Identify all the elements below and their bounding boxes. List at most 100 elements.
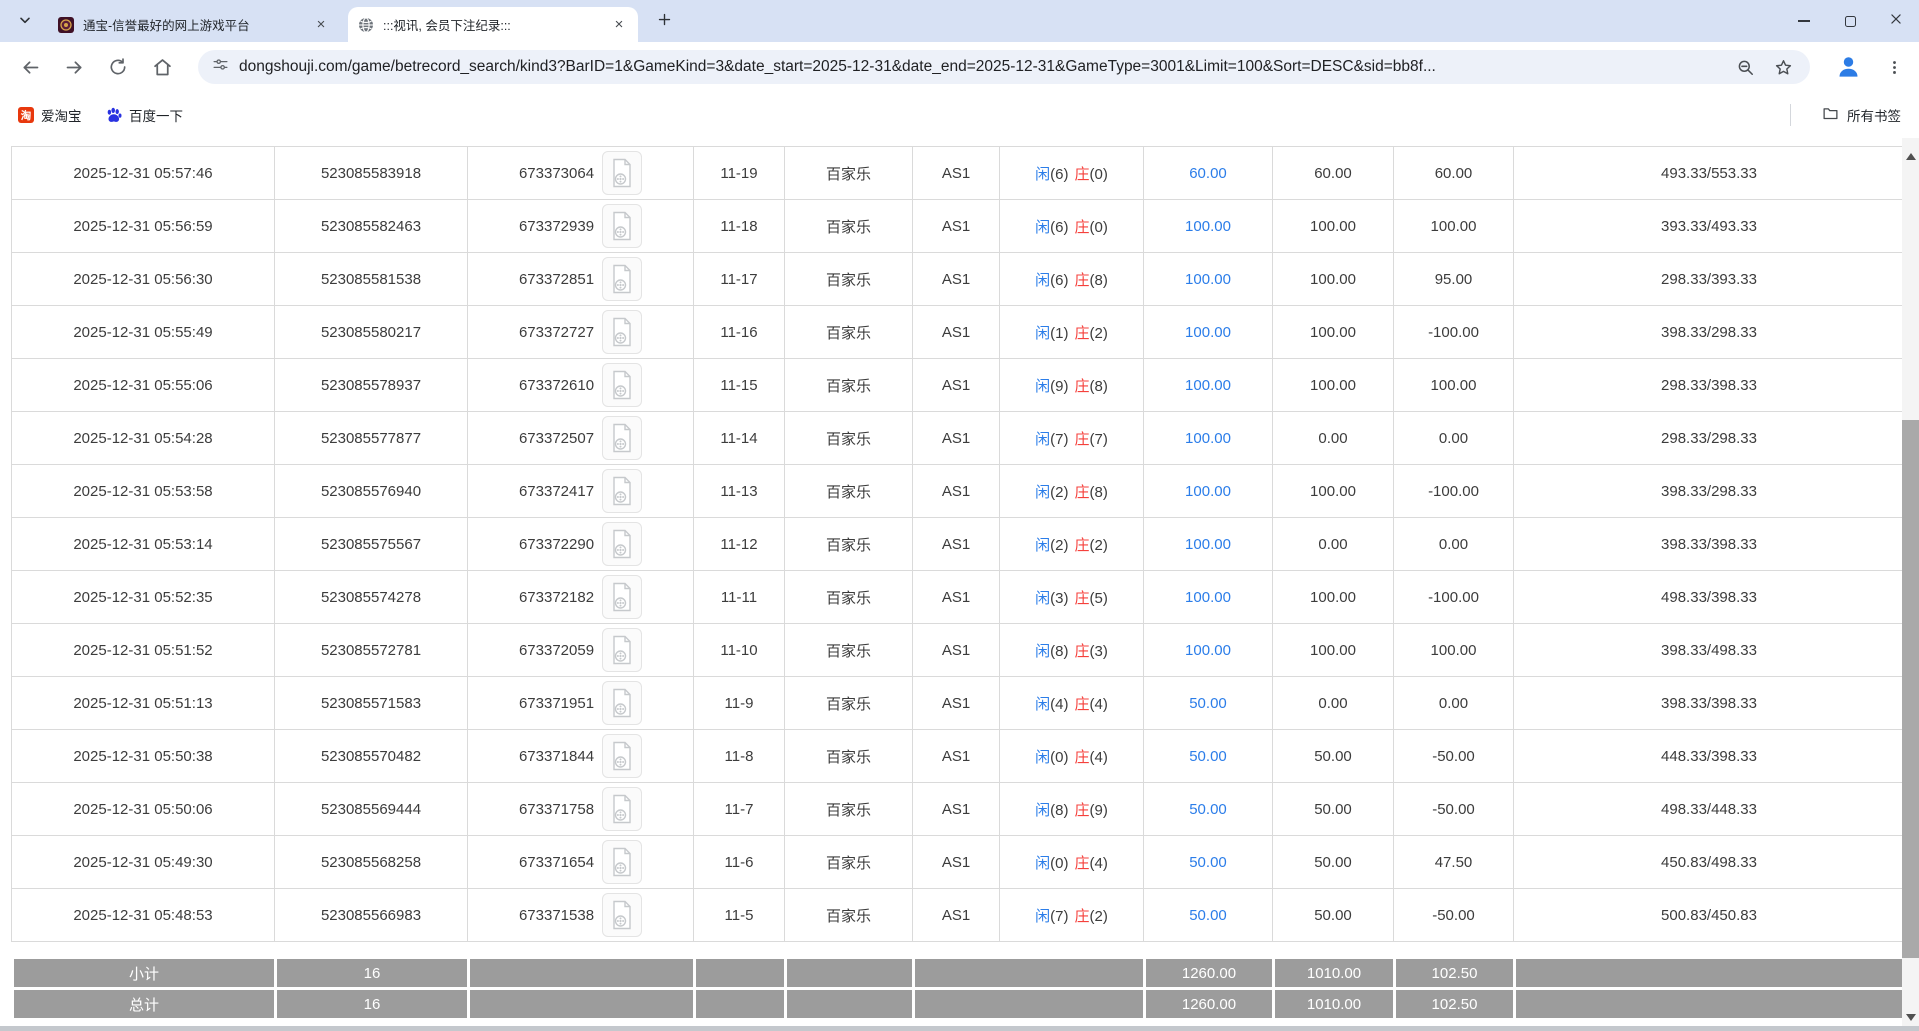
table-name-cell: AS1 [913,147,1000,200]
video-replay-button[interactable] [602,734,642,778]
bet-amount-cell: 100.00 [1144,518,1273,571]
winloss-cell: 0.00 [1394,677,1514,730]
bet-amount-link[interactable]: 100.00 [1185,589,1231,606]
game-number: 673372507 [519,430,594,447]
valid-amount-cell: 100.00 [1273,465,1394,518]
bet-amount-link[interactable]: 100.00 [1185,483,1231,500]
table-row: 2025-12-31 05:51:52 523085572781 6733720… [12,624,1905,677]
balance-cell: 493.33/553.33 [1514,147,1905,200]
tab-close-icon[interactable]: × [312,16,330,34]
bet-amount-link[interactable]: 100.00 [1185,430,1231,447]
bet-amount-link[interactable]: 50.00 [1189,695,1227,712]
result-cell: 闲(1)庄(2) [1000,306,1144,359]
video-replay-button[interactable] [602,204,642,248]
round-cell: 11-7 [694,783,785,836]
tab-search-button[interactable] [12,9,38,35]
game-number-cell: 673371844 [468,730,694,783]
bet-amount-link[interactable]: 100.00 [1185,377,1231,394]
video-replay-button[interactable] [602,787,642,831]
horizontal-scrollbar-strip[interactable] [0,1026,1919,1031]
browser-menu-button[interactable] [1878,51,1910,83]
valid-amount-cell: 100.00 [1273,571,1394,624]
video-replay-button[interactable] [602,681,642,725]
back-button[interactable] [14,51,46,83]
forward-button[interactable] [58,51,90,83]
video-replay-button[interactable] [602,893,642,937]
bet-amount-link[interactable]: 100.00 [1185,536,1231,553]
video-replay-button[interactable] [602,363,642,407]
video-replay-icon [610,264,634,294]
game-name-cell: 百家乐 [785,200,913,253]
globe-icon [358,17,374,33]
home-button[interactable] [146,51,178,83]
bookmark-taobao[interactable]: 淘 爱淘宝 [12,100,88,130]
video-replay-button[interactable] [602,628,642,672]
result-banker-points: (4) [1090,749,1108,766]
round-cell: 11-13 [694,465,785,518]
address-bar[interactable]: dongshouji.com/game/betrecord_search/kin… [198,50,1810,84]
table-name-cell: AS1 [913,836,1000,889]
vertical-scrollbar[interactable] [1902,138,1919,1031]
winloss-cell: -100.00 [1394,465,1514,518]
bet-amount-link[interactable]: 100.00 [1185,218,1231,235]
bookmark-star-button[interactable] [1770,54,1796,80]
maximize-button[interactable] [1827,0,1873,42]
url-text[interactable]: dongshouji.com/game/betrecord_search/kin… [239,58,1796,76]
scrollbar-thumb[interactable] [1902,420,1919,958]
minimize-button[interactable] [1781,0,1827,42]
video-replay-button[interactable] [602,840,642,884]
game-number-cell: 673373064 [468,147,694,200]
bet-amount-link[interactable]: 50.00 [1189,907,1227,924]
total-label: 总计 [13,989,276,1020]
video-replay-button[interactable] [602,257,642,301]
bookmark-baidu[interactable]: 百度一下 [100,100,189,130]
winloss-cell: 0.00 [1394,518,1514,571]
close-button[interactable] [1873,0,1919,42]
bet-amount-link[interactable]: 100.00 [1185,324,1231,341]
table-row: 2025-12-31 05:50:38 523085570482 6733718… [12,730,1905,783]
result-player-points: (0) [1050,855,1068,872]
bet-amount-link[interactable]: 50.00 [1189,748,1227,765]
bet-amount-link[interactable]: 100.00 [1185,271,1231,288]
game-name-cell: 百家乐 [785,147,913,200]
valid-amount-cell: 50.00 [1273,836,1394,889]
video-replay-button[interactable] [602,522,642,566]
bet-amount-link[interactable]: 50.00 [1189,854,1227,871]
bet-amount-link[interactable]: 50.00 [1189,801,1227,818]
profile-avatar-icon [1835,53,1862,80]
bet-time-cell: 2025-12-31 05:51:52 [12,624,275,677]
scroll-up-button[interactable] [1902,148,1919,165]
result-banker-label: 庄 [1075,219,1090,236]
game-name-cell: 百家乐 [785,624,913,677]
reload-button[interactable] [102,51,134,83]
result-player-points: (4) [1050,696,1068,713]
scroll-down-button[interactable] [1902,1009,1919,1026]
profile-button[interactable] [1832,50,1864,82]
video-replay-button[interactable] [602,151,642,195]
result-banker-label: 庄 [1075,696,1090,713]
game-name-cell: 百家乐 [785,889,913,942]
game-number: 673371951 [519,695,594,712]
zoom-out-button[interactable] [1732,54,1758,80]
table-name-cell: AS1 [913,359,1000,412]
bookmark-label: 百度一下 [129,105,183,125]
table-name-cell: AS1 [913,677,1000,730]
table-row: 2025-12-31 05:57:46 523085583918 6733730… [12,147,1905,200]
tab-tongbao[interactable]: 通宝-信誉最好的网上游戏平台 × [48,7,340,42]
video-replay-button[interactable] [602,416,642,460]
video-replay-icon [610,211,634,241]
tab-close-icon[interactable]: × [610,16,628,34]
bet-amount-link[interactable]: 100.00 [1185,642,1231,659]
new-tab-button[interactable] [652,10,676,34]
site-settings-icon[interactable] [212,56,229,78]
bet-time-cell: 2025-12-31 05:53:14 [12,518,275,571]
result-player-label: 闲 [1035,908,1050,925]
all-bookmarks-button[interactable]: 所有书签 [1814,100,1909,130]
video-replay-button[interactable] [602,310,642,354]
bet-time-cell: 2025-12-31 05:48:53 [12,889,275,942]
video-replay-button[interactable] [602,575,642,619]
tab-betrecord[interactable]: :::视讯, 会员下注纪录::: × [348,7,638,42]
video-replay-button[interactable] [602,469,642,513]
subtotal-row: 小计 16 1260.00 1010.00 102.50 [13,958,1906,989]
bet-amount-link[interactable]: 60.00 [1189,165,1227,182]
